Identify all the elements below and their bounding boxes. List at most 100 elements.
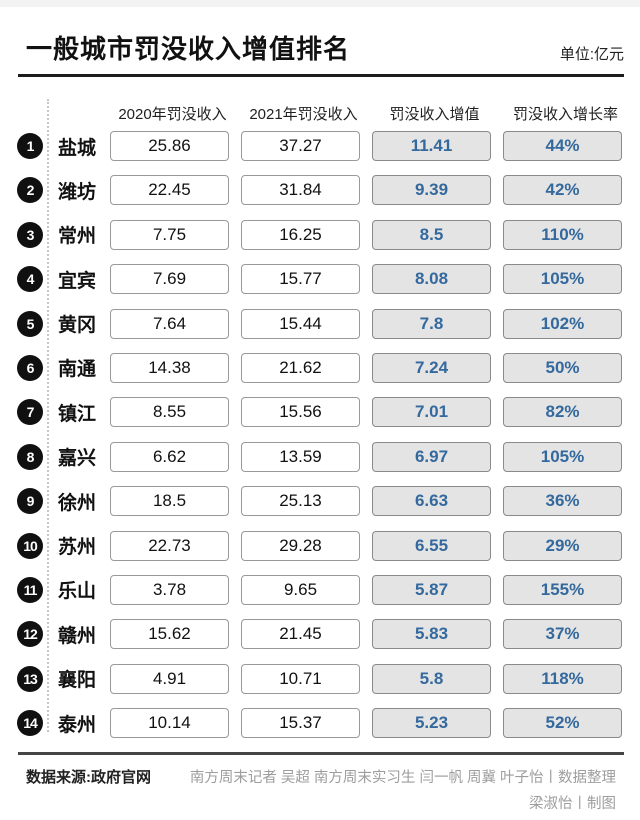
- city-label: 南通: [58, 354, 110, 382]
- city-label: 潍坊: [58, 176, 110, 204]
- cell-delta-value: 5.83: [372, 619, 491, 650]
- cell-growth-value: 44%: [503, 131, 622, 161]
- city-label: 常州: [58, 221, 110, 249]
- city-label: 徐州: [58, 487, 110, 515]
- table-row: 7 镇江 8.55 15.56 7.01 82%: [0, 397, 640, 428]
- cell-delta-value: 6.63: [372, 486, 491, 517]
- cell-delta-value: 11.41: [372, 131, 491, 161]
- cell-2020-value: 7.75: [110, 219, 229, 250]
- rank-badge: 6: [17, 354, 43, 381]
- cell-growth-value: 118%: [503, 663, 622, 694]
- credits-line-1: 南方周末记者 吴超 南方周末实习生 闫一帆 周冀 叶子怡丨数据整理: [189, 770, 616, 787]
- cell-2020-value: 7.64: [110, 308, 229, 339]
- rank-badge: 3: [17, 221, 43, 248]
- cell-delta-value: 5.87: [372, 574, 491, 605]
- cell-delta-value: 7.8: [372, 308, 491, 339]
- cell-2021-value: 15.77: [241, 264, 360, 295]
- rank-badge: 10: [17, 532, 43, 559]
- cell-2021-value: 9.65: [241, 574, 360, 605]
- cell-growth-value: 37%: [503, 619, 622, 650]
- cell-growth-value: 110%: [503, 219, 622, 250]
- cell-delta-value: 6.97: [372, 441, 491, 472]
- rank-badge: 8: [17, 443, 43, 470]
- footer: 数据来源:政府官网 南方周末记者 吴超 南方周末实习生 闫一帆 周冀 叶子怡丨数…: [26, 766, 616, 817]
- city-label: 泰州: [58, 709, 110, 737]
- title-divider: [18, 74, 624, 77]
- column-header-2020: 2020年罚没收入: [118, 106, 227, 123]
- city-label: 赣州: [58, 620, 110, 648]
- top-strip: [0, 0, 640, 7]
- city-label: 宜宾: [58, 265, 110, 293]
- column-header-delta: 罚没收入增值: [389, 106, 480, 123]
- column-header-row: 2020年罚没收入 2021年罚没收入 罚没收入增值 罚没收入增长率: [0, 103, 640, 124]
- table-body: 1 盐城 25.86 37.27 11.41 44% 2 潍坊 22.45 31…: [0, 131, 640, 739]
- cell-2020-value: 8.55: [110, 397, 229, 428]
- cell-delta-value: 9.39: [372, 175, 491, 206]
- rank-badge: 9: [17, 488, 43, 515]
- cell-delta-value: 8.5: [372, 219, 491, 250]
- footer-divider: [18, 752, 624, 756]
- credits: 南方周末记者 吴超 南方周末实习生 闫一帆 周冀 叶子怡丨数据整理 梁淑怡丨制图: [190, 766, 616, 817]
- header: 一般城市罚没收入增值排名 单位:亿元: [26, 29, 624, 66]
- header-spacer: [0, 103, 113, 124]
- cell-2021-value: 29.28: [241, 530, 360, 561]
- cell-delta-value: 6.55: [372, 530, 491, 561]
- cell-growth-value: 102%: [503, 308, 622, 339]
- table-row: 9 徐州 18.5 25.13 6.63 36%: [0, 486, 640, 517]
- cell-2021-value: 21.45: [241, 619, 360, 650]
- cell-2020-value: 15.62: [110, 619, 229, 650]
- cell-growth-value: 155%: [503, 574, 622, 605]
- cell-delta-value: 8.08: [372, 264, 491, 295]
- cell-2021-value: 31.84: [241, 175, 360, 206]
- column-header-2021: 2021年罚没收入: [249, 106, 358, 123]
- table-row: 6 南通 14.38 21.62 7.24 50%: [0, 352, 640, 383]
- cell-2020-value: 10.14: [110, 708, 229, 739]
- cell-2020-value: 7.69: [110, 264, 229, 295]
- cell-growth-value: 52%: [503, 708, 622, 739]
- cell-2020-value: 14.38: [110, 352, 229, 383]
- rank-badge: 5: [17, 310, 43, 337]
- rank-badge: 12: [17, 621, 43, 648]
- cell-2021-value: 13.59: [241, 441, 360, 472]
- ranking-table: 2020年罚没收入 2021年罚没收入 罚没收入增值 罚没收入增长率 1 盐城 …: [0, 99, 640, 739]
- page-title: 一般城市罚没收入增值排名: [26, 34, 351, 64]
- cell-2021-value: 15.56: [241, 397, 360, 428]
- cell-delta-value: 5.8: [372, 663, 491, 694]
- cell-2021-value: 16.25: [241, 219, 360, 250]
- table-row: 8 嘉兴 6.62 13.59 6.97 105%: [0, 441, 640, 472]
- rank-badge: 14: [17, 710, 43, 737]
- city-label: 盐城: [58, 132, 110, 160]
- table-row: 12 赣州 15.62 21.45 5.83 37%: [0, 619, 640, 650]
- cell-2020-value: 3.78: [110, 574, 229, 605]
- table-row: 4 宜宾 7.69 15.77 8.08 105%: [0, 264, 640, 295]
- table-row: 1 盐城 25.86 37.27 11.41 44%: [0, 131, 640, 161]
- cell-2021-value: 15.44: [241, 308, 360, 339]
- column-header-growth: 罚没收入增长率: [512, 106, 618, 123]
- cell-growth-value: 29%: [503, 530, 622, 561]
- cell-growth-value: 42%: [503, 175, 622, 206]
- cell-growth-value: 36%: [503, 486, 622, 517]
- credits-line-2: 梁淑怡丨制图: [529, 795, 616, 812]
- cell-2020-value: 22.73: [110, 530, 229, 561]
- city-label: 黄冈: [58, 310, 110, 338]
- cell-delta-value: 7.24: [372, 352, 491, 383]
- dotted-guide-line: [47, 99, 49, 733]
- cell-2020-value: 6.62: [110, 441, 229, 472]
- city-label: 镇江: [58, 398, 110, 426]
- rank-badge: 7: [17, 399, 43, 426]
- cell-2021-value: 25.13: [241, 486, 360, 517]
- city-label: 嘉兴: [58, 443, 110, 471]
- cell-growth-value: 105%: [503, 264, 622, 295]
- table-row: 13 襄阳 4.91 10.71 5.8 118%: [0, 663, 640, 694]
- rank-badge: 11: [17, 576, 43, 603]
- cell-2021-value: 37.27: [241, 131, 360, 161]
- rank-badge: 4: [17, 266, 43, 293]
- table-row: 5 黄冈 7.64 15.44 7.8 102%: [0, 308, 640, 339]
- cell-delta-value: 7.01: [372, 397, 491, 428]
- city-label: 乐山: [58, 576, 110, 604]
- rank-badge: 1: [17, 133, 43, 159]
- cell-2021-value: 15.37: [241, 708, 360, 739]
- cell-2020-value: 4.91: [110, 663, 229, 694]
- cell-2021-value: 21.62: [241, 352, 360, 383]
